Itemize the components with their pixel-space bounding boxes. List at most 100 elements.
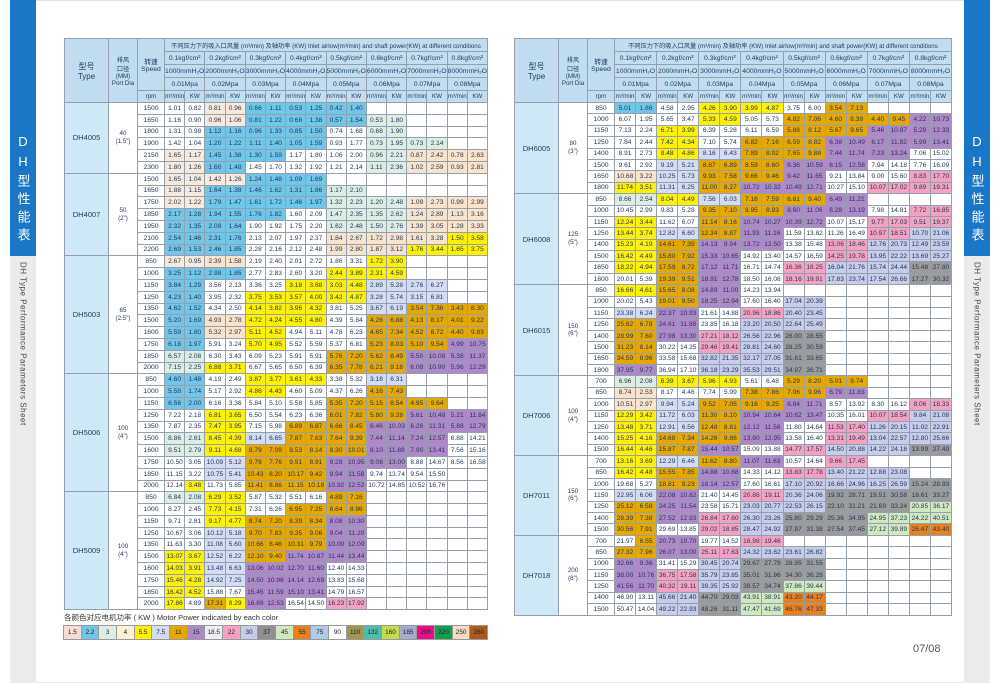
power-cell: 9.42 — [305, 467, 327, 481]
flow-cell: 11.62 — [656, 215, 679, 229]
flow-cell: 25.36 — [824, 512, 847, 525]
power-cell: 19.11 — [761, 489, 784, 502]
flow-cell: 10.00 — [325, 538, 347, 552]
flow-cell: 5.10 — [406, 337, 428, 351]
power-cell: 7.91 — [635, 523, 658, 536]
flow-cell: 28.99 — [613, 329, 637, 343]
power-cell: 3.69 — [635, 455, 658, 468]
flow-cell: 17.59 — [656, 261, 679, 274]
flow-cell: 11.72 — [656, 409, 679, 422]
flow-cell: 11.00 — [698, 181, 721, 195]
power-cell: 6.87 — [305, 420, 327, 434]
power-cell: 4.87 — [345, 290, 367, 304]
flow-cell: 6.81 — [204, 408, 226, 422]
rpm-cell: 1250 — [587, 580, 615, 593]
flow-cell: 11.08 — [204, 538, 226, 552]
power-cell: 1.80 — [386, 113, 408, 127]
table-row: 1400 28.39 7.38 27.52 12.93 26.84 17.60 26.30 23… — [515, 512, 953, 525]
power-cell — [466, 503, 489, 516]
power-cell: 12.69 — [305, 573, 327, 587]
flow-cell: 3.75 — [244, 290, 266, 304]
power-cell — [466, 573, 489, 587]
flow-cell: 28.25 — [782, 341, 805, 354]
flow-cell: 1.30 — [244, 149, 266, 162]
flow-cell: 24.22 — [908, 512, 931, 525]
flow-cell: 1.11 — [365, 160, 388, 174]
flow-cell: 7.94 — [866, 158, 889, 172]
power-unit-header: KW — [677, 90, 700, 103]
power-cell — [386, 562, 408, 575]
flow-cell: 9.94 — [325, 467, 347, 481]
rpm-cell: 1350 — [137, 420, 165, 434]
table-row: DH6008 125 (5") 850 8.66 2.54 8.04 4.49 7.56 6.0… — [514, 193, 953, 286]
power-cell: 2.08 — [184, 491, 206, 505]
pressure-mpa-header: 0.01Mpa — [613, 77, 658, 91]
power-cell: 9.40 — [803, 193, 826, 206]
power-cell — [887, 329, 910, 343]
power-cell: 4.46 — [677, 386, 700, 400]
flow-cell — [824, 295, 847, 309]
flow-cell: 16.36 — [782, 261, 805, 274]
power-cell: 2.95 — [677, 101, 700, 115]
table-row: 1350 4.62 1.52 4.34 2.50 4.14 3.82 3.96 4.32 3.81… — [65, 302, 489, 316]
flow-cell: 8.17 — [656, 386, 679, 400]
power-cell: 4.33 — [305, 373, 327, 387]
pressure-kgf-header: 0.3kgf/cm² — [698, 51, 742, 65]
power-cell: 18.86 — [761, 307, 784, 320]
flow-cell: 8.86 — [163, 432, 186, 446]
flow-cell: 3.03 — [325, 278, 347, 292]
power-cell: 5.91 — [305, 349, 327, 363]
flow-cell: 5.35 — [325, 396, 347, 410]
power-cell: 2.23 — [345, 196, 367, 210]
flow-cell — [365, 172, 388, 186]
power-cell: 13.44 — [345, 550, 367, 564]
table-row: 1750 2.02 1.22 1.79 1.47 1.61 1.72 1.46 1.97 1.32… — [65, 196, 489, 210]
flow-cell — [446, 597, 468, 611]
power-cell: 6.46 — [677, 455, 700, 468]
flow-cell: 15.74 — [866, 261, 889, 274]
flow-cell: 9.51 — [285, 455, 307, 469]
pressure-kgf-header: 0.7kgf/cm² — [866, 51, 910, 65]
flow-cell: 13.44 — [613, 227, 637, 240]
power-cell: 6.23 — [345, 326, 367, 339]
flow-cell: 20.02 — [613, 295, 637, 309]
flow-cell: 3.56 — [204, 278, 226, 292]
power-cell: 19.46 — [761, 534, 784, 548]
rpm-cell: 1850 — [137, 585, 165, 599]
power-cell: 3.47 — [677, 113, 700, 126]
flow-cell: 11.15 — [163, 467, 186, 481]
power-cell: 6.07 — [677, 215, 700, 229]
power-cell: 21.22 — [845, 466, 868, 479]
legend-item-185: 185 — [398, 625, 418, 640]
flow-cell: 2.01 — [285, 255, 307, 269]
rpm-cell: 1250 — [587, 136, 615, 149]
power-cell: 19.91 — [803, 272, 826, 286]
table-row: 1150 3.84 1.29 3.56 2.13 3.36 3.25 3.18 3.68 3.03… — [65, 278, 489, 292]
flow-cell: 14.50 — [824, 443, 847, 457]
flow-cell — [365, 514, 388, 528]
rpm-cell: 1400 — [587, 147, 615, 160]
pressure-mpa-header: 0.03Mpa — [244, 77, 287, 91]
power-cell: 5.98 — [264, 420, 287, 434]
power-cell: 3.05 — [426, 219, 448, 233]
rpm-cell: 1850 — [137, 349, 165, 363]
rpm-cell: 1400 — [587, 329, 615, 343]
power-cell: 20.74 — [719, 557, 742, 571]
power-cell — [887, 591, 910, 605]
flow-cell: 49.22 — [656, 603, 679, 616]
model-cell: DH7018 — [514, 534, 559, 616]
power-cell: 16.08 — [761, 272, 784, 286]
flow-unit-header: m³/min — [244, 90, 266, 103]
power-unit-header: KW — [264, 90, 287, 103]
power-cell: 4.48 — [635, 466, 658, 479]
flow-cell — [866, 386, 889, 400]
power-cell: 7.09 — [264, 444, 287, 457]
rpm-cell: 1150 — [587, 409, 615, 422]
flow-cell: 16.66 — [824, 477, 847, 491]
flow-cell: 5.91 — [204, 337, 226, 351]
power-cell: 7.13 — [845, 101, 868, 115]
legend-item-5.5: 5.5 — [133, 625, 153, 640]
power-cell: 7.34 — [386, 326, 408, 339]
flow-cell: 20.40 — [782, 307, 805, 320]
power-cell: 1.26 — [184, 160, 206, 174]
